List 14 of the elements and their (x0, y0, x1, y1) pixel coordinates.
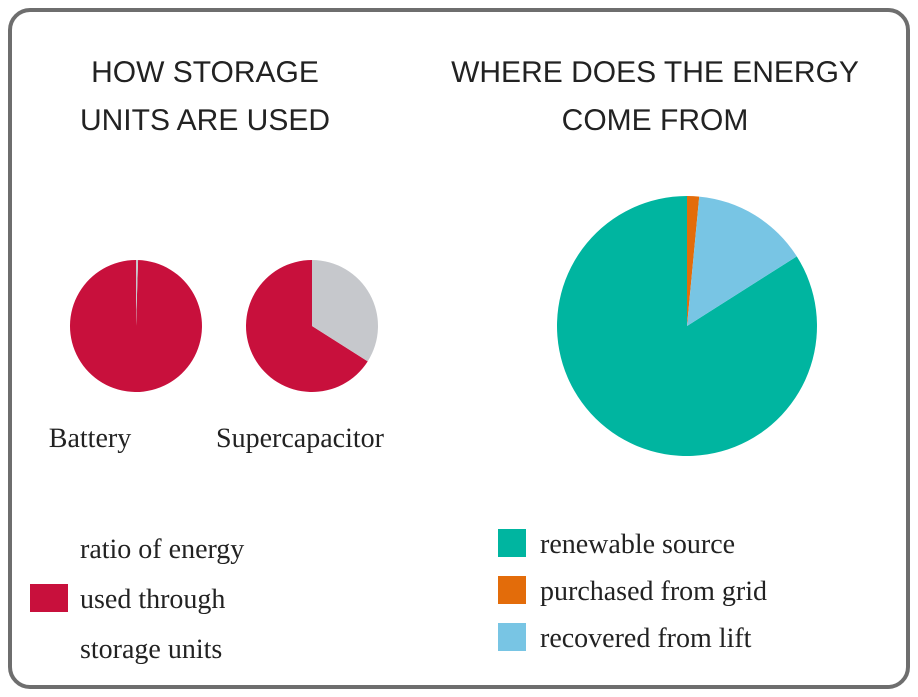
legend-label: purchased from grid (540, 576, 768, 607)
legend-label: ratio of energy used through storage units (80, 534, 244, 665)
text: Supercapacitor (216, 423, 385, 454)
pie-slice (687, 196, 797, 326)
pie-slice (70, 260, 202, 392)
pie-slice (557, 196, 817, 456)
pie-slice (312, 260, 378, 362)
chart-title: HOW STORAGE UNITS ARE USED (80, 56, 330, 137)
pie-slice (246, 260, 368, 392)
text: Battery (48, 423, 132, 454)
pie-slice (687, 196, 700, 326)
legend-label: recovered from lift (540, 623, 752, 654)
chart-title: WHERE DOES THE ENERGY COME FROM (451, 56, 859, 137)
legend-label: renewable source (540, 529, 736, 560)
